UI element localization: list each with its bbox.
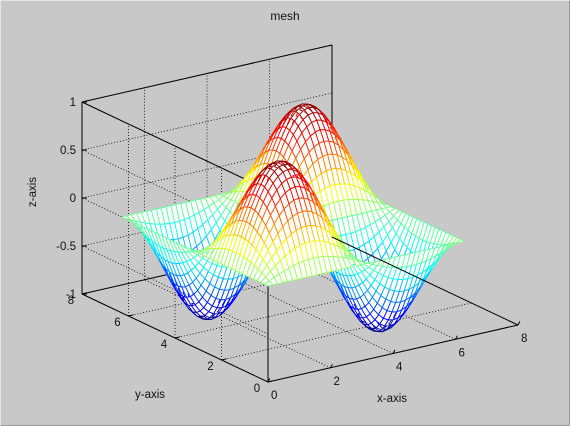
- tick-mark-lines: [81, 101, 521, 383]
- y-tick-label: 0: [254, 383, 260, 395]
- x-tick-label: 8: [521, 333, 527, 345]
- mesh-surface: [121, 103, 465, 333]
- y-tick-label: 4: [161, 339, 168, 351]
- y-axis-label: y-axis: [135, 389, 165, 401]
- x-axis-label: x-axis: [377, 393, 407, 405]
- z-axis-label: z-axis: [27, 177, 39, 207]
- z-tick-label: 1: [70, 97, 76, 109]
- x-tick-label: 0: [271, 390, 277, 402]
- x-tick-label: 6: [459, 347, 465, 359]
- x-tick-label: 2: [334, 376, 340, 388]
- x-tick-label: 4: [396, 362, 403, 374]
- y-tick-label: 6: [114, 317, 120, 329]
- z-tick-label: -1: [66, 289, 76, 301]
- z-tick-label: 0: [70, 193, 76, 205]
- chart-title: mesh: [270, 9, 300, 23]
- mesh-cell: [455, 239, 465, 244]
- z-tick-label: -0.5: [56, 241, 76, 253]
- z-tick-label: 0.5: [60, 145, 76, 157]
- y-tick-label: 8: [68, 295, 74, 307]
- y-tick-label: 2: [207, 361, 213, 373]
